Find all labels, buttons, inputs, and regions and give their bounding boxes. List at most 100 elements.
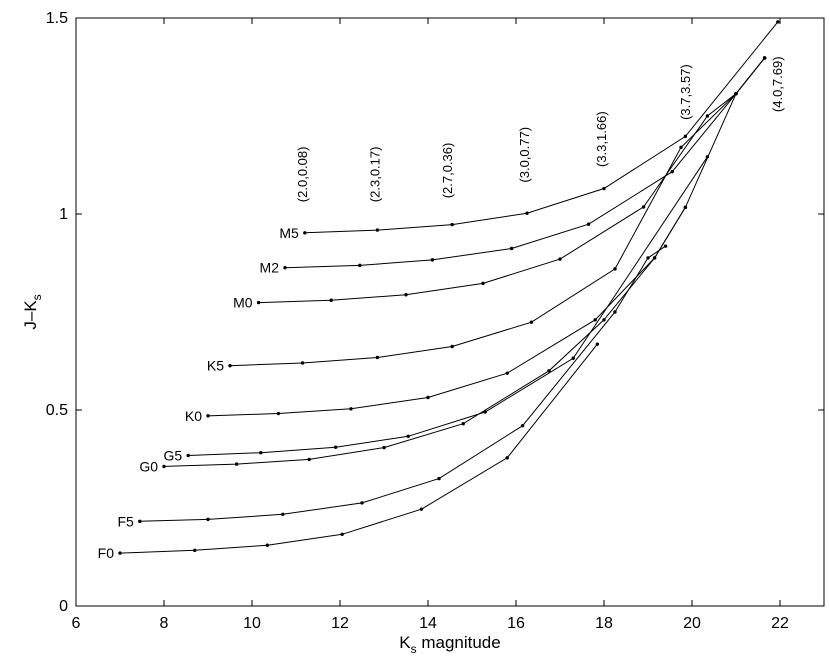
data-point bbox=[481, 281, 485, 286]
data-point bbox=[461, 422, 465, 426]
data-point bbox=[641, 205, 646, 209]
annotation-label: (3.3,1.66) bbox=[594, 111, 609, 167]
data-point bbox=[683, 134, 688, 139]
data-point bbox=[329, 298, 333, 302]
data-point bbox=[705, 114, 710, 118]
series-label: F5 bbox=[117, 513, 134, 529]
series-line bbox=[163, 207, 686, 467]
data-point bbox=[762, 56, 767, 60]
y-tick-label: 0 bbox=[59, 598, 68, 615]
data-point bbox=[450, 222, 454, 227]
series-k0: K0 bbox=[185, 56, 767, 424]
annotation-label: (2.3,0.17) bbox=[368, 147, 383, 203]
data-point bbox=[586, 222, 591, 226]
y-axis-label: J–Ks bbox=[21, 294, 44, 329]
data-point bbox=[483, 410, 487, 414]
data-point bbox=[558, 257, 562, 261]
series-f0: F0 bbox=[98, 342, 600, 561]
x-tick-label: 22 bbox=[771, 615, 789, 632]
series-label: G0 bbox=[139, 458, 158, 474]
x-tick-label: 12 bbox=[331, 615, 349, 632]
data-point bbox=[138, 519, 142, 524]
data-point bbox=[683, 205, 688, 210]
x-tick-label: 14 bbox=[419, 615, 437, 632]
series-label: M2 bbox=[260, 260, 280, 276]
data-point bbox=[419, 507, 424, 511]
series-g0: G0 bbox=[139, 205, 688, 474]
series-line bbox=[188, 156, 708, 456]
data-point bbox=[404, 293, 408, 297]
series-m2: M2 bbox=[260, 56, 767, 276]
data-point bbox=[358, 263, 362, 268]
data-point bbox=[206, 517, 210, 522]
series-label: K0 bbox=[185, 408, 202, 424]
data-point bbox=[303, 231, 307, 235]
data-point bbox=[340, 532, 344, 536]
data-point bbox=[406, 434, 410, 438]
data-point bbox=[375, 228, 380, 232]
data-point bbox=[734, 91, 738, 96]
data-point bbox=[430, 258, 435, 262]
data-point bbox=[593, 318, 597, 322]
data-point bbox=[234, 462, 239, 466]
data-point bbox=[646, 256, 650, 260]
data-point bbox=[426, 395, 430, 400]
data-point bbox=[505, 371, 509, 375]
series-f5: F5 bbox=[117, 244, 668, 529]
series-line bbox=[207, 57, 765, 417]
data-point bbox=[265, 543, 270, 547]
annotation-label: (2.7,0.36) bbox=[440, 143, 455, 199]
data-point bbox=[228, 364, 232, 368]
data-point bbox=[652, 256, 657, 260]
data-point bbox=[520, 423, 525, 428]
data-point bbox=[283, 266, 287, 270]
data-point bbox=[193, 548, 197, 553]
annotation-label: (2.0,0.08) bbox=[295, 147, 310, 203]
data-point bbox=[547, 369, 551, 373]
data-point bbox=[505, 456, 509, 460]
x-tick-label: 10 bbox=[243, 615, 261, 632]
data-point bbox=[679, 145, 683, 150]
series-line bbox=[284, 57, 765, 269]
data-point bbox=[186, 453, 190, 458]
data-point bbox=[349, 407, 353, 411]
annotation-label: (3.0,0.77) bbox=[517, 127, 532, 183]
x-tick-label: 16 bbox=[507, 615, 525, 632]
data-point bbox=[776, 20, 780, 24]
x-tick-label: 8 bbox=[160, 615, 169, 632]
data-point bbox=[281, 512, 285, 516]
data-point bbox=[333, 445, 338, 449]
y-tick-label: 1 bbox=[59, 206, 68, 223]
annotation-label: (4.0,7.69) bbox=[770, 56, 785, 112]
data-point bbox=[450, 344, 454, 349]
x-tick-label: 6 bbox=[72, 615, 81, 632]
data-point bbox=[663, 244, 668, 248]
y-tick-label: 1.5 bbox=[46, 10, 68, 27]
data-point bbox=[300, 361, 305, 365]
axis-ticks: 6 8 10 12 14 16 18 20 22 0 0.5 1 1.5 bbox=[46, 10, 824, 632]
annotation-label: (3.7,3.57) bbox=[678, 64, 693, 120]
data-point bbox=[382, 445, 386, 450]
data-point bbox=[437, 476, 441, 481]
data-point bbox=[375, 355, 380, 360]
x-tick-label: 18 bbox=[595, 615, 613, 632]
series-line bbox=[119, 343, 598, 554]
series-label: G5 bbox=[164, 447, 183, 463]
data-point bbox=[602, 186, 606, 191]
x-axis-label: Ks magnitude bbox=[399, 633, 500, 656]
data-point bbox=[307, 457, 311, 462]
data-point bbox=[206, 414, 210, 418]
y-tick-label: 0.5 bbox=[46, 402, 68, 419]
data-point bbox=[595, 342, 600, 346]
data-point bbox=[670, 169, 674, 174]
series-m5: M5 bbox=[279, 20, 780, 241]
data-point bbox=[509, 246, 514, 251]
data-point bbox=[613, 310, 617, 314]
data-point bbox=[256, 300, 261, 305]
data-point bbox=[118, 551, 122, 555]
data-point bbox=[529, 320, 534, 324]
series-label: M5 bbox=[279, 225, 299, 241]
data-point bbox=[259, 451, 263, 455]
